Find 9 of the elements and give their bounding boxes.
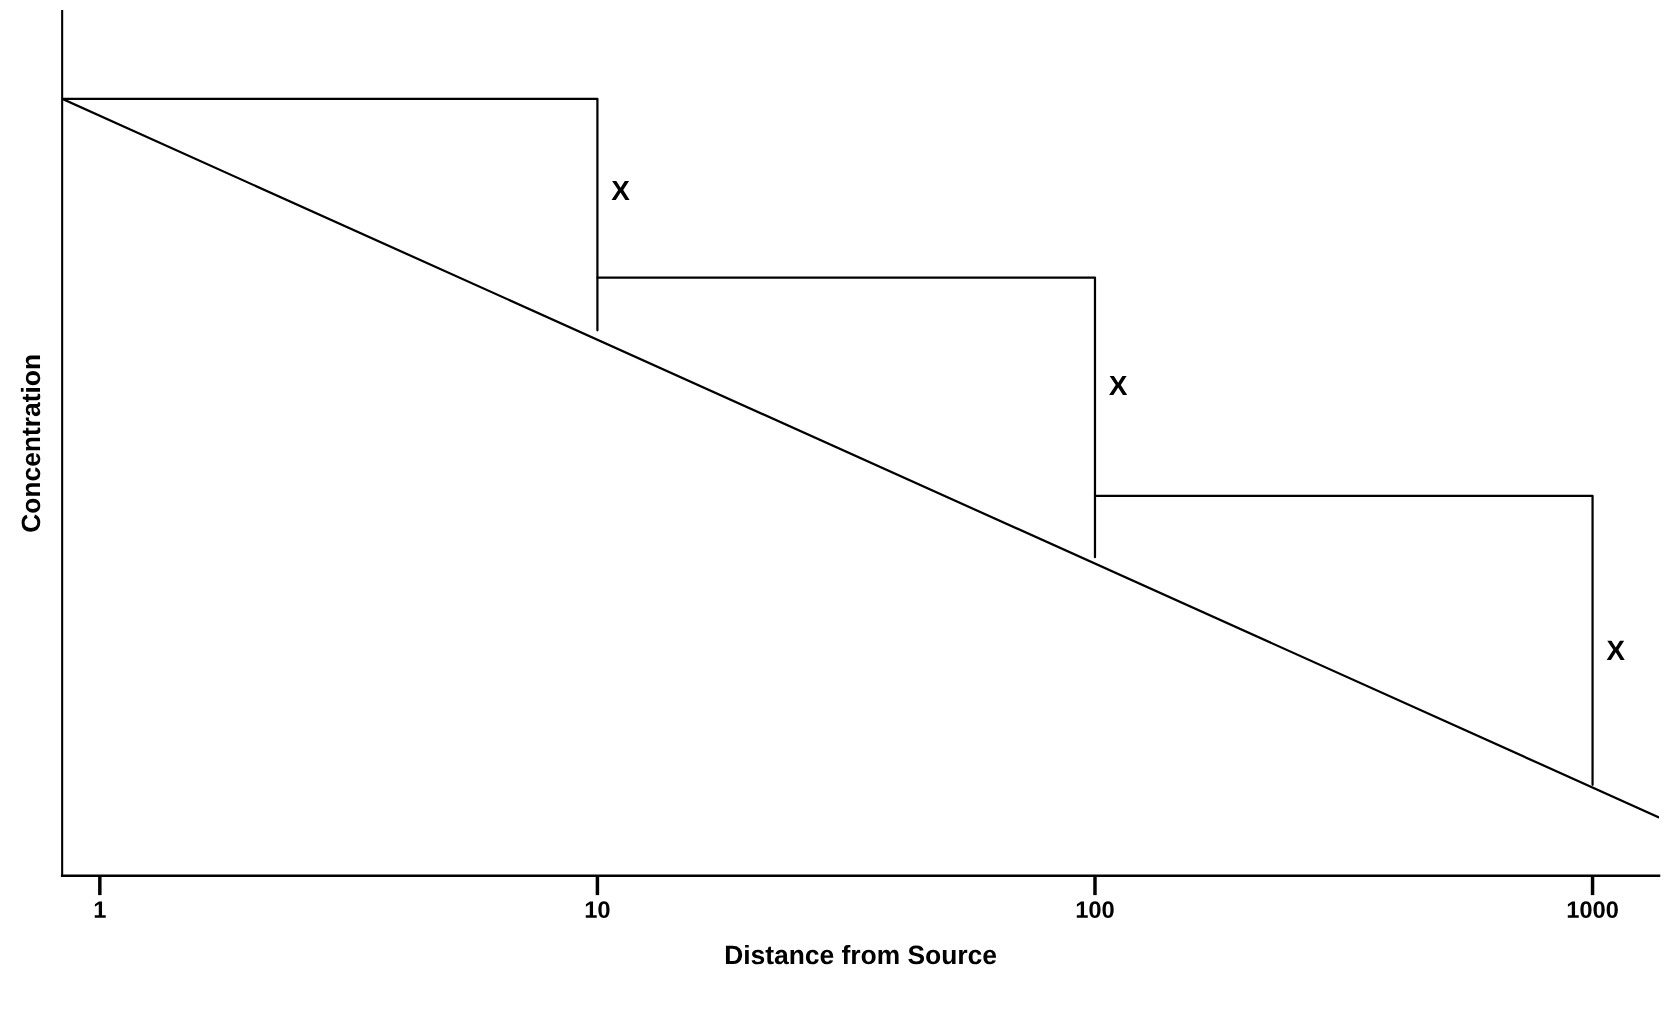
x-tick-label: 100	[1076, 901, 1114, 919]
annotation: X	[1606, 640, 1625, 660]
annotation: X	[611, 180, 630, 201]
x-tick-label: 10	[585, 901, 610, 919]
annotation: X	[1109, 375, 1128, 396]
x-tick-label: 1000	[1567, 901, 1618, 919]
y-axis-title: Concentration	[20, 355, 41, 532]
x-axis-title: Distance from Source	[725, 944, 997, 965]
x-tick-label: 1	[94, 901, 106, 918]
